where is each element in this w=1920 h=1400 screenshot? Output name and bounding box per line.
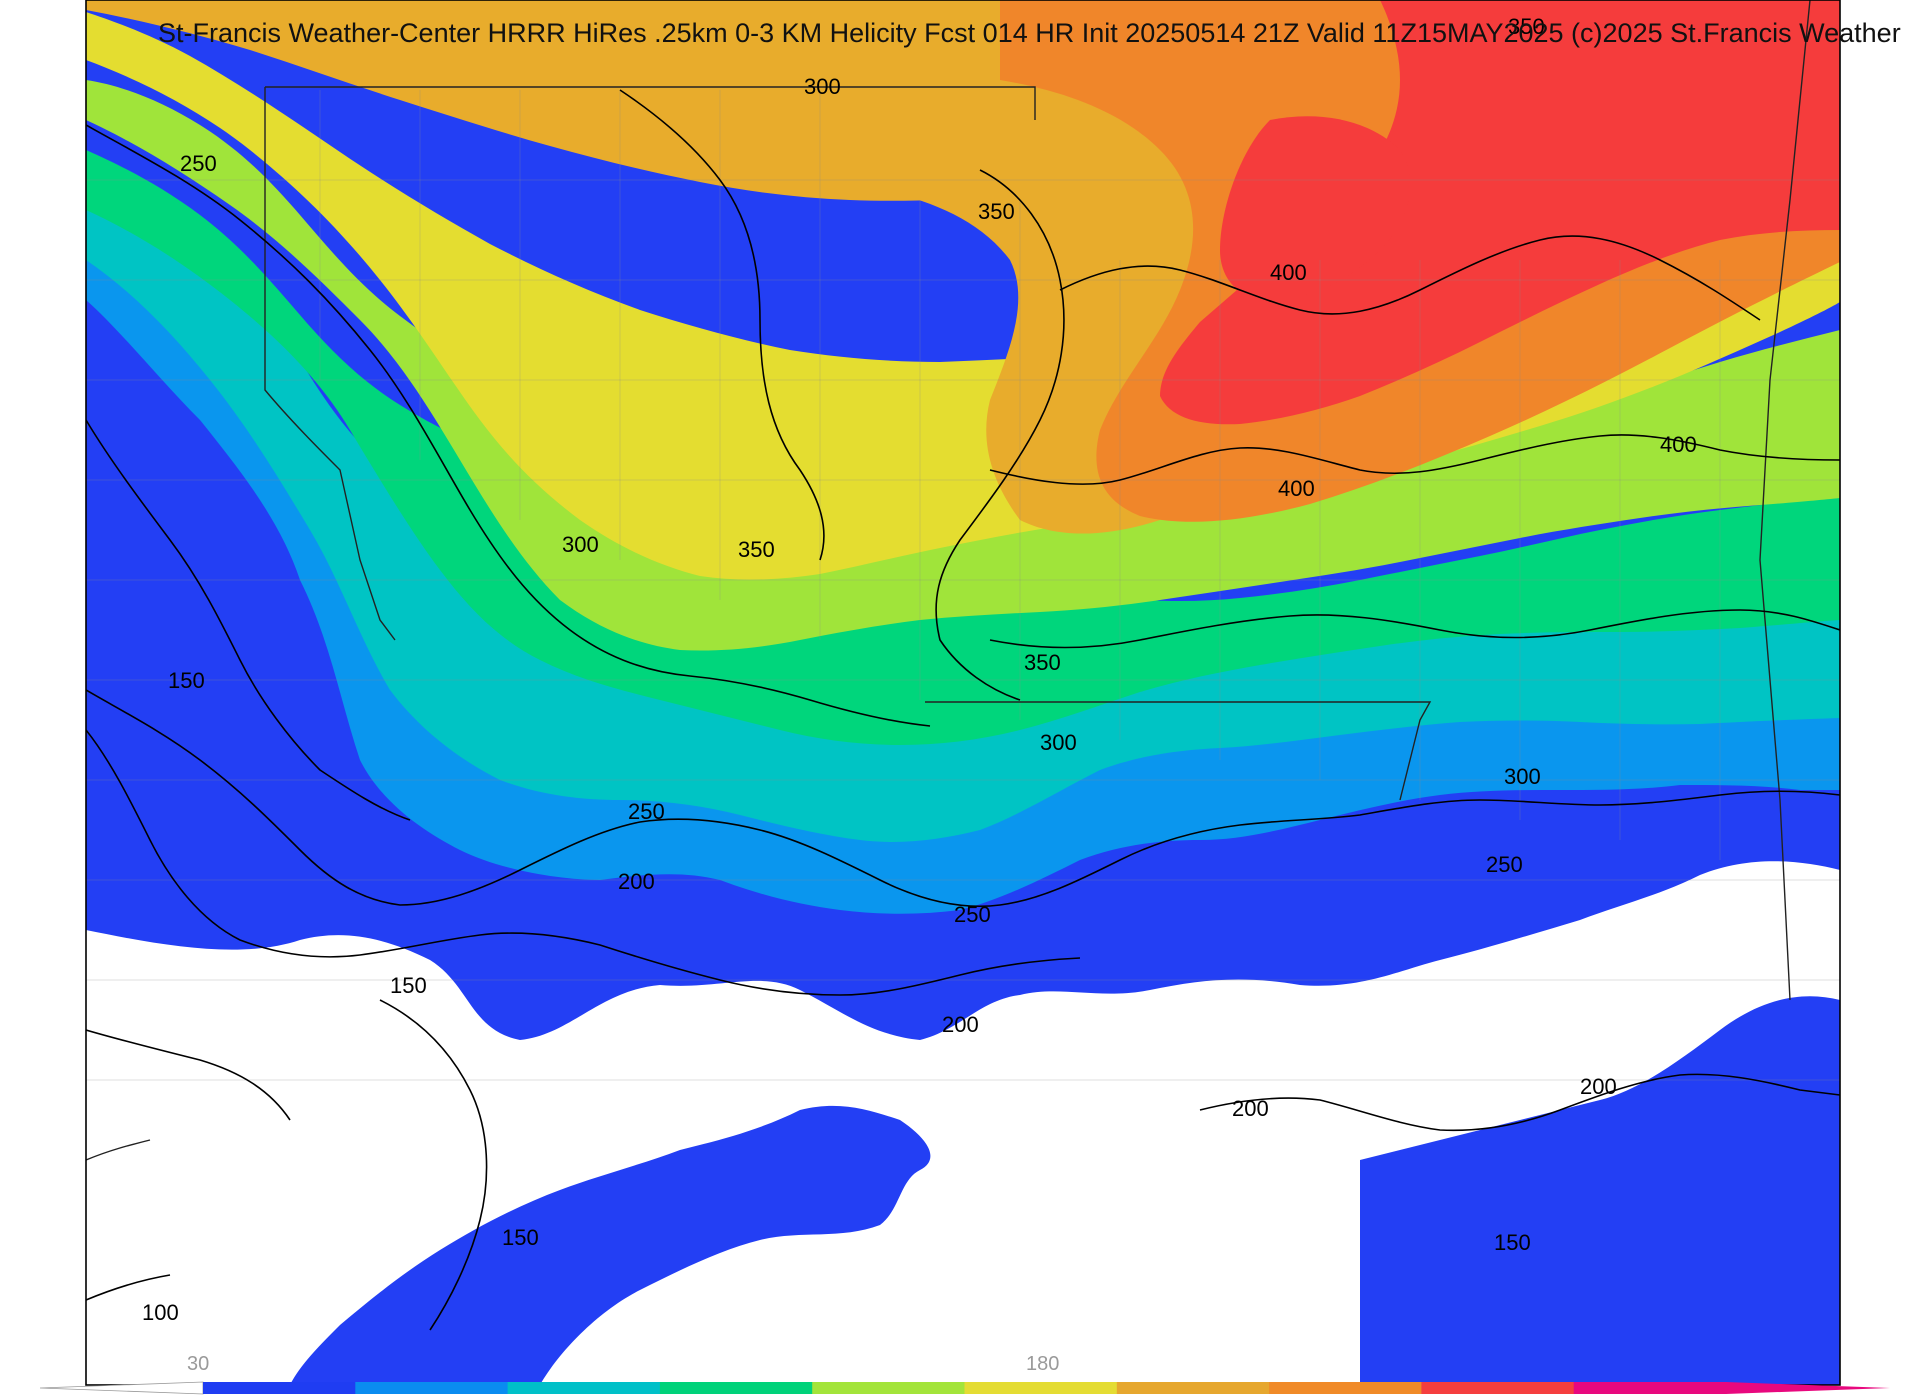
colorbar-swatch — [1269, 1382, 1422, 1394]
contour-label: 350 — [738, 537, 775, 562]
contour-label: 400 — [1270, 260, 1307, 285]
contour-label: 300 — [1504, 764, 1541, 789]
contour-label: 150 — [390, 973, 427, 998]
fill-green — [86, 150, 1840, 745]
fill-red — [1160, 0, 1840, 425]
fill-lime — [86, 80, 1840, 651]
colorbar-swatch — [1116, 1382, 1270, 1394]
colorbar-swatch — [1573, 1382, 1727, 1394]
colorbar-swatch — [507, 1382, 661, 1394]
contour-label: 400 — [1278, 476, 1315, 501]
contour-label: 100 — [142, 1300, 179, 1325]
contour-label: 350 — [1508, 14, 1545, 39]
colorbar-swatch — [1421, 1382, 1575, 1394]
colorbar — [39, 1381, 1890, 1395]
county-lines — [86, 90, 1840, 1081]
contour-label: 200 — [618, 869, 655, 894]
contour-label: 300 — [1040, 730, 1077, 755]
fill-red-blob — [1220, 116, 1411, 300]
state-borders — [86, 0, 1811, 1161]
fill-white-strip-3 — [1450, 958, 1700, 1075]
colorbar-swatch — [964, 1382, 1118, 1394]
contour-label: 350 — [1024, 650, 1061, 675]
contour-label: 250 — [628, 799, 665, 824]
contour-label: 150 — [168, 668, 205, 693]
colorbar-right-arrow — [1726, 1382, 1890, 1394]
fill-white-low — [86, 861, 1840, 1385]
contour-label: 200 — [1232, 1096, 1269, 1121]
colorbar-swatch — [659, 1382, 813, 1394]
colorbar-tick-label: 30 — [187, 1353, 209, 1375]
contour-label: 250 — [180, 151, 217, 176]
colorbar-swatch — [203, 1382, 356, 1394]
contour-label: 200 — [1580, 1074, 1617, 1099]
contour-label: 250 — [954, 902, 991, 927]
helicity-contours — [86, 89, 1840, 1331]
contour-label-group: 350 250 300 350 400 400 400 300 350 150 … — [142, 14, 1697, 1325]
contour-label: 300 — [562, 532, 599, 557]
contour-label: 350 — [978, 199, 1015, 224]
fill-teal — [86, 150, 1840, 842]
contour-label: 200 — [942, 1012, 979, 1037]
fill-white-island-2 — [408, 1118, 583, 1228]
map-title: St-Francis Weather-Center HRRR HiRes .25… — [158, 18, 1901, 48]
colorbar-swatch — [812, 1382, 965, 1394]
helicity-fill-layer — [86, 0, 1840, 1385]
contour-label: 300 — [804, 74, 841, 99]
fill-white-island — [86, 1075, 333, 1290]
colorbar-tick-label: 180 — [1026, 1353, 1059, 1375]
contour-label: 150 — [1494, 1230, 1531, 1255]
colorbar-swatch — [355, 1382, 509, 1394]
contour-label: 400 — [1660, 432, 1697, 457]
contour-label: 250 — [1486, 852, 1523, 877]
contour-label: 150 — [502, 1225, 539, 1250]
